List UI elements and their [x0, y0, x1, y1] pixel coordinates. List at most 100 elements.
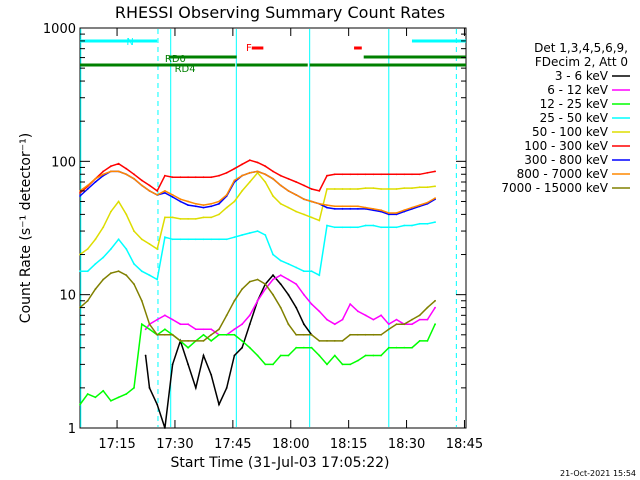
data-point [79, 192, 81, 194]
data-point [125, 248, 128, 250]
data-point [318, 310, 321, 313]
data-point [403, 173, 406, 176]
data-point [187, 204, 190, 207]
data-point [156, 190, 159, 192]
legend-header-line-1: Det 1,3,4,5,6,9, [534, 41, 628, 55]
data-point [380, 188, 382, 190]
data-point [264, 173, 267, 176]
data-point [248, 159, 251, 162]
data-point [210, 333, 213, 336]
data-point [256, 170, 259, 173]
data-point [102, 389, 105, 392]
data-point [318, 202, 321, 205]
legend-entry-label: 3 - 6 keV [555, 69, 609, 83]
data-point [349, 333, 352, 336]
data-point [341, 173, 344, 176]
data-point [426, 340, 429, 342]
data-point [279, 354, 282, 357]
data-point [403, 224, 406, 227]
data-point [372, 209, 375, 212]
footer-timestamp: 21-Oct-2021 15:54 [560, 469, 636, 478]
data-point [395, 212, 398, 214]
data-point [434, 323, 436, 326]
data-point [102, 173, 105, 176]
legend: Det 1,3,4,5,6,9, FDecim 2, Att 0 3 - 6 k… [501, 41, 630, 195]
data-point [164, 328, 166, 331]
data-point [357, 173, 359, 176]
data-point [387, 346, 390, 349]
data-point [179, 340, 182, 342]
data-point [144, 328, 147, 331]
data-point [411, 173, 413, 176]
data-point [94, 396, 97, 399]
data-point [218, 174, 220, 177]
data-point [248, 280, 251, 283]
data-point [110, 399, 112, 402]
data-point [86, 270, 89, 273]
data-point [133, 283, 135, 285]
data-point [303, 346, 305, 349]
data-point [279, 274, 282, 277]
x-tick-label: 18:00 [272, 437, 309, 452]
chart-title: RHESSI Observing Summary Count Rates [115, 3, 445, 22]
data-point [218, 238, 220, 241]
data-point [202, 354, 205, 357]
data-point [133, 230, 135, 233]
data-point [187, 238, 190, 241]
data-point [295, 346, 298, 349]
data-point [194, 238, 197, 241]
legend-header-line-2: FDecim 2, Att 0 [535, 55, 628, 69]
data-point [148, 243, 151, 245]
x-tick-label: 18:30 [388, 437, 425, 452]
data-point [225, 206, 228, 209]
legend-entry-label: 25 - 50 keV [540, 111, 609, 125]
data-point [156, 248, 159, 250]
legend-entry-label: 6 - 12 keV [547, 83, 609, 97]
data-point [387, 173, 390, 176]
data-point [164, 216, 166, 219]
data-point [411, 224, 413, 227]
data-point [357, 208, 359, 210]
y-tick-label: 100 [51, 155, 76, 170]
data-point [287, 206, 290, 209]
data-point [156, 333, 159, 336]
data-point [418, 318, 421, 321]
data-point [241, 234, 244, 236]
data-point [110, 248, 112, 250]
data-point [372, 173, 375, 176]
data-point [125, 274, 128, 277]
data-point [202, 340, 205, 342]
data-point [279, 202, 282, 205]
x-axis-ticks: 17:15 17:30 17:45 18:00 18:15 18:30 18:45 [98, 28, 483, 452]
data-point [426, 306, 429, 309]
data-point [341, 363, 344, 366]
data-point [241, 190, 244, 192]
data-point [418, 204, 421, 207]
data-point [210, 205, 213, 208]
data-point [426, 186, 429, 189]
data-point [303, 323, 305, 326]
data-point [233, 333, 236, 336]
data-point [179, 176, 182, 179]
data-point [171, 363, 174, 366]
data-point [333, 173, 336, 176]
data-point [326, 318, 328, 321]
legend-entry-label: 7000 - 15000 keV [501, 181, 608, 195]
data-point [364, 206, 367, 209]
data-point [248, 323, 251, 326]
data-point [241, 174, 244, 177]
data-point [357, 359, 359, 362]
data-point [295, 283, 298, 285]
data-point [140, 299, 143, 302]
data-point [140, 323, 143, 326]
data-point [248, 232, 251, 234]
data-point [279, 174, 282, 177]
data-point [179, 238, 182, 241]
data-point [357, 310, 359, 313]
data-point [133, 173, 135, 176]
data-point [295, 333, 298, 336]
data-point [194, 202, 197, 205]
data-point [295, 181, 298, 183]
data-point [117, 396, 120, 399]
data-point [349, 363, 352, 366]
